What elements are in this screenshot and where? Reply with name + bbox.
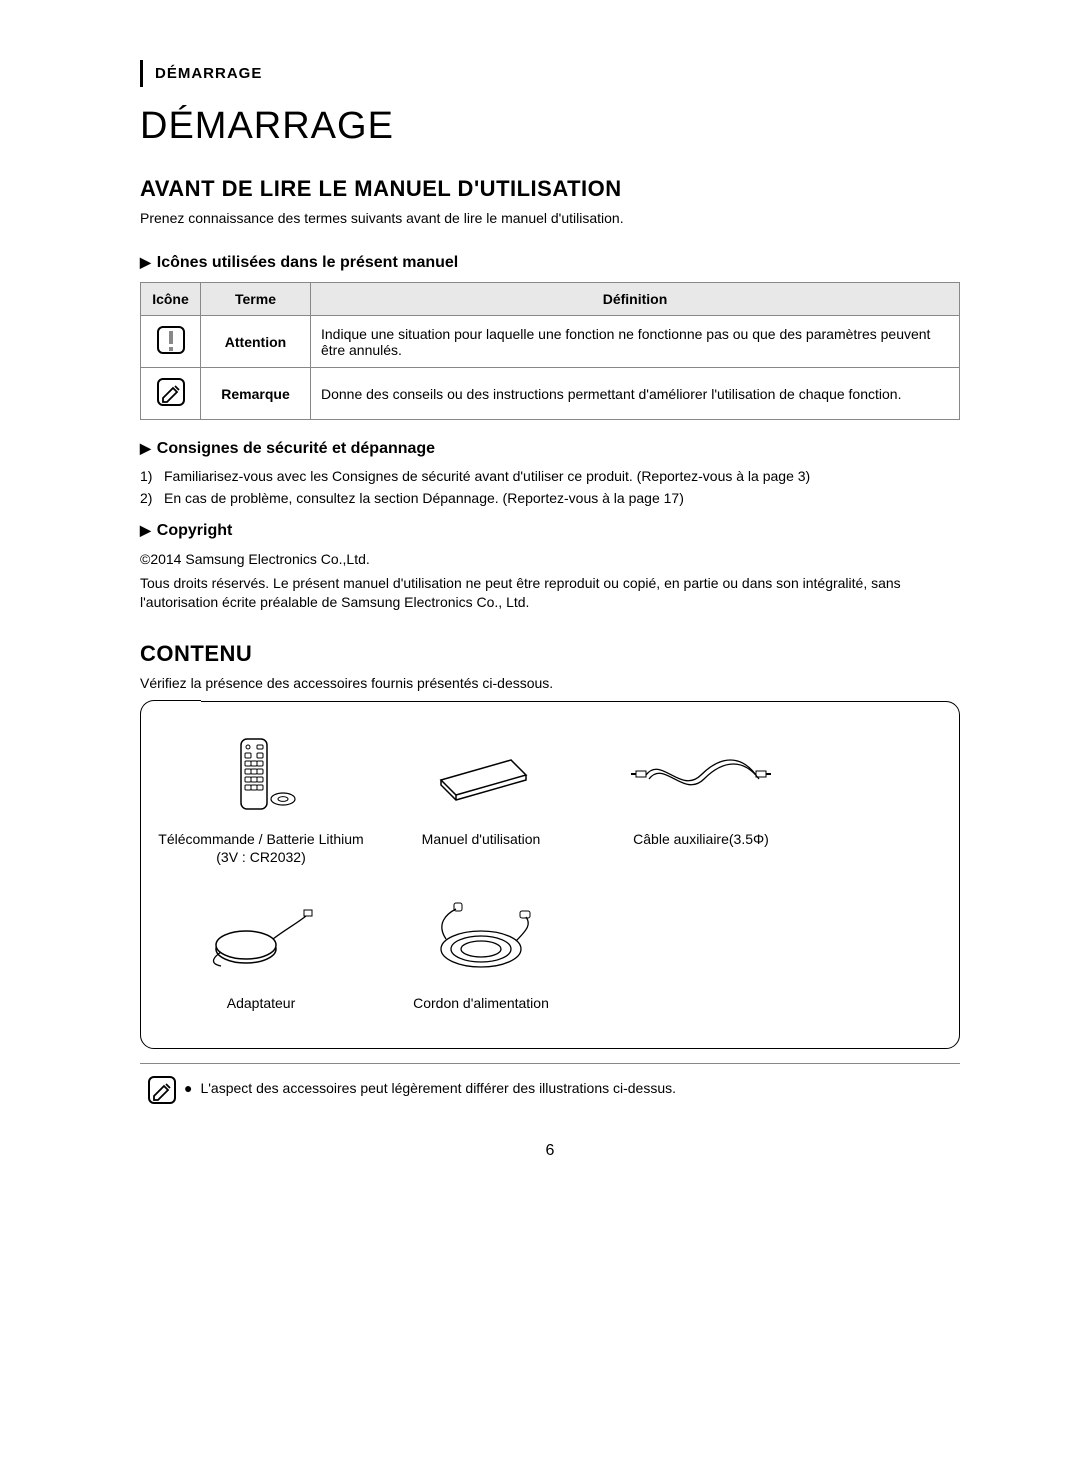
sub3-heading: ▶ Copyright bbox=[140, 522, 960, 540]
note-icon bbox=[146, 1074, 178, 1106]
sub3-heading-text: Copyright bbox=[157, 522, 233, 539]
list-number: 2) bbox=[140, 490, 164, 506]
list-text: En cas de problème, consultez la section… bbox=[164, 490, 684, 506]
accessory-cell: Adaptateur bbox=[151, 886, 371, 1032]
definition-cell: Indique une situation pour laquelle une … bbox=[311, 316, 960, 368]
attention-icon-cell bbox=[141, 316, 201, 368]
copyright-line: ©2014 Samsung Electronics Co.,Ltd. bbox=[140, 550, 960, 570]
section2-intro: Vérifiez la présence des accessoires fou… bbox=[140, 675, 960, 691]
accessory-label: Manuel d'utilisation bbox=[377, 830, 585, 848]
triangle-icon: ▶ bbox=[140, 522, 151, 538]
accessory-cell: Cordon d'alimentation bbox=[371, 886, 591, 1032]
note-icon-cell bbox=[141, 368, 201, 420]
page-title: DÉMARRAGE bbox=[140, 105, 960, 148]
col-definition: Définition bbox=[311, 283, 960, 316]
note-icon bbox=[155, 376, 187, 408]
accessory-cell: Câble auxiliaire(3.5Φ) bbox=[591, 722, 811, 886]
list-item: 2)En cas de problème, consultez la secti… bbox=[140, 490, 960, 506]
sub2-heading: ▶ Consignes de sécurité et dépannage bbox=[140, 440, 960, 458]
bullet-icon: ● bbox=[184, 1080, 192, 1096]
table-row: Attention Indique une situation pour laq… bbox=[141, 316, 960, 368]
definition-cell: Donne des conseils ou des instructions p… bbox=[311, 368, 960, 420]
accessory-label: Câble auxiliaire(3.5Φ) bbox=[597, 830, 805, 848]
list-item: 1)Familiarisez-vous avec les Consignes d… bbox=[140, 468, 960, 484]
term-cell: Remarque bbox=[201, 368, 311, 420]
sub1-heading: ▶ Icônes utilisées dans le présent manuel bbox=[140, 254, 960, 272]
page-number: 6 bbox=[140, 1142, 960, 1160]
aux-cable-illustration bbox=[631, 745, 771, 805]
accessories-box: Télécommande / Batterie Lithium (3V : CR… bbox=[140, 701, 960, 1050]
term-cell: Attention bbox=[201, 316, 311, 368]
table-row: Remarque Donne des conseils ou des instr… bbox=[141, 368, 960, 420]
section1-heading: AVANT DE LIRE LE MANUEL D'UTILISATION bbox=[140, 176, 960, 202]
manual-page: DÉMARRAGE DÉMARRAGE AVANT DE LIRE LE MAN… bbox=[0, 0, 1080, 1200]
attention-icon bbox=[155, 324, 187, 356]
triangle-icon: ▶ bbox=[140, 440, 151, 456]
accessory-label: Adaptateur bbox=[157, 994, 365, 1012]
accessories-row: Adaptateur Cordon d'alimentation bbox=[151, 886, 949, 1032]
icons-table: Icône Terme Définition Attention Indique… bbox=[140, 282, 960, 420]
note-icon-wrap bbox=[140, 1074, 184, 1106]
sub1-heading-text: Icônes utilisées dans le présent manuel bbox=[157, 254, 458, 271]
accessories-row: Télécommande / Batterie Lithium (3V : CR… bbox=[151, 722, 949, 886]
section1-intro: Prenez connaissance des termes suivants … bbox=[140, 210, 960, 226]
note-row: ● L'aspect des accessoires peut légèremen… bbox=[140, 1063, 960, 1106]
col-term: Terme bbox=[201, 283, 311, 316]
accessory-cell: Manuel d'utilisation bbox=[371, 722, 591, 886]
remote-illustration bbox=[211, 735, 311, 815]
adapter-illustration bbox=[201, 904, 321, 974]
copyright-line: Tous droits réservés. Le présent manuel … bbox=[140, 574, 960, 613]
table-header-row: Icône Terme Définition bbox=[141, 283, 960, 316]
list-text: Familiarisez-vous avec les Consignes de … bbox=[164, 468, 810, 484]
accessory-label: Cordon d'alimentation bbox=[377, 994, 585, 1012]
sub2-heading-text: Consignes de sécurité et dépannage bbox=[157, 440, 435, 457]
section2-heading: CONTENU bbox=[140, 641, 960, 667]
manual-illustration bbox=[421, 740, 541, 810]
note-text: ● L'aspect des accessoires peut légèremen… bbox=[184, 1074, 676, 1096]
section-tab: DÉMARRAGE bbox=[140, 60, 960, 87]
list-number: 1) bbox=[140, 468, 164, 484]
triangle-icon: ▶ bbox=[140, 254, 151, 270]
power-cord-illustration bbox=[416, 899, 546, 979]
col-icon: Icône bbox=[141, 283, 201, 316]
note-text-content: L'aspect des accessoires peut légèrement… bbox=[200, 1080, 676, 1096]
accessory-cell: Télécommande / Batterie Lithium (3V : CR… bbox=[151, 722, 371, 886]
accessory-label: Télécommande / Batterie Lithium (3V : CR… bbox=[157, 830, 365, 866]
